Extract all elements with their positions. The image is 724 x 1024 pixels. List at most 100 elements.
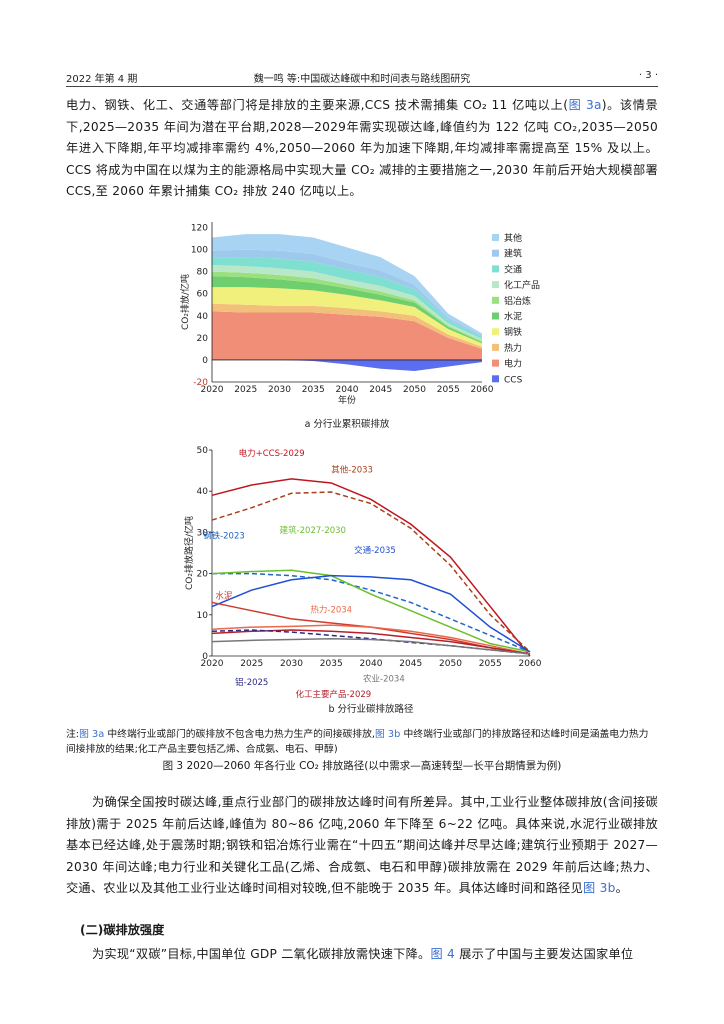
x-tick-label: 2020: [201, 659, 224, 669]
x-tick-label: 2060: [519, 659, 542, 669]
legend-label-CCS: CCS: [504, 375, 523, 385]
x-tick-label: 2045: [399, 659, 422, 669]
y-tick-label: -20: [193, 378, 208, 388]
series-label-农业-2034: 农业-2034: [363, 674, 405, 685]
series-label-钢铁-2023: 钢铁-2023: [203, 531, 245, 542]
x-tick-label: 2045: [369, 385, 392, 395]
subcaption-a: a 分行业累积碳排放: [305, 418, 390, 430]
legend-swatch-铝冶炼: [492, 296, 499, 304]
figure-3a: -20 0 20 40 60 80 100 120 2020 2025 2030 2035 2040 20…: [170, 212, 570, 432]
legend-swatch-建筑: [492, 249, 499, 257]
series-label-建筑-2027-2030: 建筑-2027-2030: [280, 525, 346, 536]
y-tick-label: 0: [202, 356, 208, 366]
legend-swatch-化工产品: [492, 281, 499, 289]
x-tick-label: 2030: [268, 385, 291, 395]
running-title: 魏一鸣 等:中国碳达峰碳中和时间表与路线图研究: [253, 74, 471, 85]
legend-label-热力: 热力: [504, 342, 522, 354]
figure-note: 注:图 3a 中终端行业或部门的碳排放不包含电力热力生产的间接碳排放,图 3b …: [66, 727, 658, 757]
figure-4-link[interactable]: 图 4: [430, 947, 456, 961]
paragraph-1-text-b: )。该情景下,2025—2035 年间为潜在平台期,2028—2029年需实现碳…: [66, 98, 658, 198]
y-tick-label: 100: [191, 246, 208, 256]
y-tick-label: 120: [191, 224, 208, 234]
line-农业-2034: [211, 637, 531, 655]
x-tick-label: 2055: [479, 659, 502, 669]
area-交通: [212, 257, 482, 339]
subcaption-b: b 分行业碳排放路径: [328, 703, 414, 715]
area-钢铁: [212, 287, 482, 347]
y-tick-label: 80: [197, 268, 209, 278]
x-tick-label: 2035: [302, 385, 325, 395]
paragraph-2: 为确保全国按时碳达峰,重点行业部门的碳排放达峰时间有所差异。其中,工业行业整体碳…: [66, 792, 658, 900]
section-heading: (二)碳排放强度: [80, 923, 165, 937]
paragraph-1-text-a: 电力、钢铁、化工、交通等部门将是排放的主要来源,CCS 技术需捕集 CO₂ 11…: [66, 98, 569, 112]
series-label-水泥: 水泥: [215, 590, 233, 601]
legend-label-铝冶炼: 铝冶炼: [504, 295, 531, 307]
legend-swatch-其他: [492, 234, 499, 241]
x-tick-label: 2040: [360, 659, 383, 669]
y-tick-label: 50: [197, 446, 209, 456]
series-label-交通-2035: 交通-2035: [354, 545, 396, 556]
paragraph-3-end: 展示了中国与主要发达国家单位: [455, 947, 634, 961]
paragraph-3-text: 为实现“双碳”目标,中国单位 GDP 二氧化碳排放需快速下降。: [92, 947, 431, 961]
page-number: · 3 ·: [638, 70, 658, 81]
paragraph-1: 电力、钢铁、化工、交通等部门将是排放的主要来源,CCS 技术需捕集 CO₂ 11…: [66, 95, 658, 203]
legend-label-钢铁: 钢铁: [504, 326, 522, 338]
line-建筑-2027-2030: [211, 569, 531, 653]
legend-label-化工产品: 化工产品: [504, 279, 540, 291]
line-其他-2033: [211, 491, 531, 653]
x-tick-label: 2025: [240, 659, 263, 669]
legend-label-建筑: 建筑: [504, 248, 522, 260]
area-其他: [212, 234, 482, 336]
header-divider: [66, 86, 658, 87]
figure-3a-link[interactable]: 图 3a: [568, 98, 602, 112]
legend-swatch-热力: [492, 343, 499, 351]
y-axis-label: CO₂排放/亿吨: [179, 274, 191, 330]
series-label-热力-2034: 热力-2034: [310, 605, 352, 616]
y-axis-label: CO₂排放路径/亿吨: [183, 516, 195, 590]
area-建筑: [212, 249, 482, 337]
legend-label-交通: 交通: [504, 263, 522, 275]
figure-3b-link[interactable]: 图 3b: [583, 881, 616, 895]
journal-issue: 2022 年第 4 期: [66, 74, 138, 85]
y-tick-label: 40: [197, 487, 209, 497]
area-电力: [212, 311, 482, 360]
line-热力-2034: [211, 624, 531, 655]
y-tick-label: 20: [197, 570, 209, 580]
series-label-化工主要产品-2029: 化工主要产品-2029: [295, 689, 371, 700]
y-tick-label: 30: [197, 528, 209, 538]
legend-label-其他: 其他: [504, 232, 522, 244]
paragraph-3: 为实现“双碳”目标,中国单位 GDP 二氧化碳排放需快速下降。图 4 展示了中国…: [66, 944, 658, 966]
area-CCS: [212, 359, 482, 371]
y-tick-label: 10: [197, 611, 209, 621]
x-tick-label: 2055: [437, 385, 460, 395]
page-header: 2022 年第 4 期 魏一鸣 等:中国碳达峰碳中和时间表与路线图研究 · 3 …: [66, 70, 658, 85]
y-tick-label: 20: [197, 334, 209, 344]
line-钢铁-2023: [212, 572, 531, 653]
note-figure-3b-link[interactable]: 图 3b: [375, 729, 401, 740]
line-化工主要产品-2029: [211, 629, 531, 655]
area-铝冶炼: [212, 271, 482, 343]
paragraph-2-end: 。: [615, 881, 629, 895]
paragraph-2-text: 为确保全国按时碳达峰,重点行业部门的碳排放达峰时间有所差异。其中,工业行业整体碳…: [66, 795, 658, 895]
legend-swatch-CCS: [492, 375, 499, 383]
legend-swatch-钢铁: [492, 328, 499, 336]
note-figure-3a-link[interactable]: 图 3a: [79, 729, 105, 740]
line-交通-2035: [211, 574, 531, 653]
area-化工产品: [212, 265, 482, 342]
note-prefix: 注:: [66, 729, 80, 740]
series-label-电力+CCS-2029: 电力+CCS-2029: [239, 448, 305, 459]
figure-3b: 0 10 20 30 40 50 2020 2025 2030 2035 2040 2045 2050 2…: [180, 438, 560, 720]
x-tick-label: 2050: [403, 385, 426, 395]
legend-label-水泥: 水泥: [504, 311, 522, 323]
x-tick-label: 2020: [201, 385, 224, 395]
legend-swatch-交通: [492, 265, 499, 273]
y-tick-label: 0: [202, 652, 208, 662]
legend-swatch-水泥: [492, 312, 499, 320]
note-text-1: 中终端行业或部门的碳排放不包含电力热力生产的间接碳排放,: [104, 729, 376, 740]
x-tick-label: 2040: [336, 385, 359, 395]
series-label-其他-2033: 其他-2033: [331, 465, 373, 476]
legend-label-电力: 电力: [504, 358, 522, 370]
x-tick-label: 2025: [234, 385, 257, 395]
x-tick-label: 2060: [471, 385, 494, 395]
